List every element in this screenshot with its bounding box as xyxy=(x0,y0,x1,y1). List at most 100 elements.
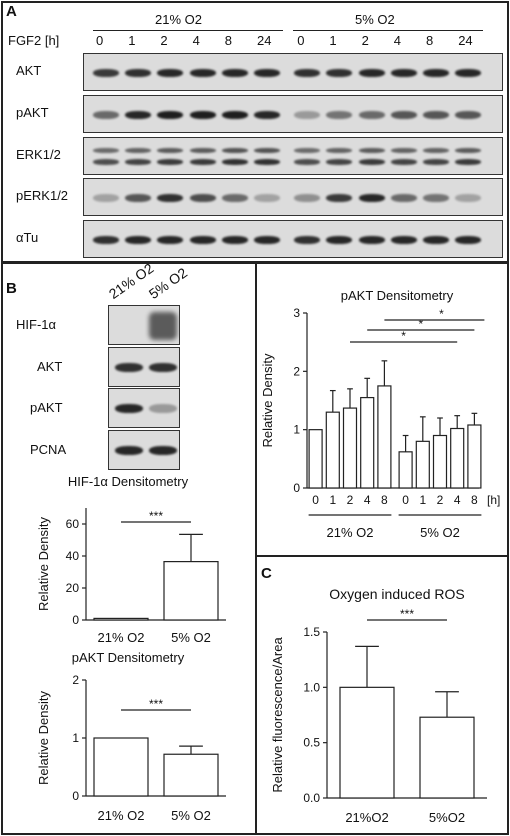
band xyxy=(149,404,177,413)
category-label: 5% O2 xyxy=(171,808,211,823)
significance-mark: * xyxy=(418,317,423,331)
band xyxy=(326,69,353,77)
category-label: 8 xyxy=(471,493,478,507)
significance-mark: * xyxy=(401,329,406,343)
band xyxy=(189,69,216,77)
timepoint-label: 4 xyxy=(393,33,402,48)
category-label: 5% O2 xyxy=(171,630,211,645)
band xyxy=(294,69,321,77)
band xyxy=(115,404,143,413)
panel-c-letter: C xyxy=(261,565,272,582)
band xyxy=(294,111,321,119)
timepoint-label: 0 xyxy=(96,33,104,48)
y-tick-label: 0 xyxy=(72,789,79,803)
band-upper xyxy=(93,148,119,153)
category-label: 4 xyxy=(364,493,371,507)
band xyxy=(221,69,248,77)
blot-row-label: PCNA xyxy=(30,442,67,457)
blot-strip xyxy=(108,430,180,470)
band xyxy=(390,69,417,77)
band xyxy=(93,236,119,244)
band-upper xyxy=(390,148,417,153)
blot-row-label: pAKT xyxy=(30,400,63,415)
band-lower xyxy=(254,159,280,165)
band xyxy=(115,446,143,455)
band xyxy=(93,194,119,202)
category-label: 5%O2 xyxy=(429,810,465,825)
band xyxy=(93,111,119,119)
panel-a-group-label-5: 5% O2 xyxy=(355,12,395,27)
band xyxy=(189,111,216,119)
panel-b-letter: B xyxy=(6,280,17,297)
timepoint-label: 8 xyxy=(426,33,434,48)
pakt-densitometry-chart-b: pAKT Densitometry 0 1 2 Relative Density 21% … xyxy=(36,650,226,823)
y-tick-label: 20 xyxy=(66,581,80,595)
category-label: 2 xyxy=(437,493,444,507)
y-axis-label: Relative fluorescence/Area xyxy=(270,637,285,793)
blot-row-label: pERK1/2 xyxy=(16,188,69,203)
panel-a-letter: A xyxy=(6,3,17,20)
band xyxy=(125,236,152,244)
bar xyxy=(377,385,392,489)
band xyxy=(149,446,177,455)
band xyxy=(455,111,482,119)
y-tick-label: 0.5 xyxy=(303,736,320,750)
category-label: 1 xyxy=(419,493,426,507)
hif-densitometry-chart: HIF-1α Densitometry 0 20 40 60 Relative Densi… xyxy=(36,474,226,645)
y-tick-label: 0 xyxy=(72,613,79,627)
band xyxy=(326,236,353,244)
y-tick-label: 40 xyxy=(66,549,80,563)
bar xyxy=(419,716,475,799)
blot-strip xyxy=(108,305,180,345)
y-tick-label: 2 xyxy=(293,364,300,378)
band-lower xyxy=(294,159,321,165)
panel-c-frame xyxy=(255,555,509,835)
chart-title: HIF-1α Densitometry xyxy=(68,474,189,489)
blot-row-label: pAKT xyxy=(16,105,49,120)
timepoint-label: 2 xyxy=(160,33,168,48)
bar xyxy=(415,440,430,489)
significance-mark: *** xyxy=(149,697,163,711)
blot-strip xyxy=(83,178,503,216)
band xyxy=(125,69,152,77)
y-tick-label: 0 xyxy=(293,481,300,495)
y-tick-label: 60 xyxy=(66,517,80,531)
bar xyxy=(308,429,323,489)
panel-a-group-label-21: 21% O2 xyxy=(155,12,202,27)
significance-mark: *** xyxy=(149,509,163,523)
band xyxy=(254,111,280,119)
y-label-group: Relative fluorescence/Area xyxy=(270,637,285,793)
band-smear xyxy=(149,312,177,340)
band xyxy=(294,194,321,202)
bar xyxy=(93,737,149,797)
category-label: 8 xyxy=(381,493,388,507)
bar xyxy=(163,753,219,797)
band xyxy=(423,236,449,244)
blot-row-label: AKT xyxy=(37,359,63,374)
bar xyxy=(163,560,219,621)
fgf2-label: FGF2 [h] xyxy=(8,33,60,48)
blot-strip xyxy=(83,137,503,175)
panel-a-group-line-5 xyxy=(293,30,483,31)
band xyxy=(125,194,152,202)
band-upper xyxy=(125,148,152,153)
group-label: 5% O2 xyxy=(420,525,460,540)
y-axis-label: Relative Density xyxy=(260,353,275,447)
y-tick-label: 2 xyxy=(72,673,79,687)
y-label-group: Relative Density xyxy=(36,691,51,785)
timepoint-label: 24 xyxy=(458,33,473,48)
band-upper xyxy=(221,148,248,153)
band xyxy=(358,194,385,202)
blot-row-label: AKT xyxy=(16,63,42,78)
blot-row-label: ERK1/2 xyxy=(16,147,61,162)
group-21-text: 21% O2 xyxy=(155,12,202,27)
band xyxy=(455,236,482,244)
band xyxy=(423,69,449,77)
significance-mark: * xyxy=(439,307,444,321)
chart-title: pAKT Densitometry xyxy=(72,650,185,665)
band xyxy=(455,194,482,202)
category-label: 0 xyxy=(312,493,319,507)
group-label: 21% O2 xyxy=(327,525,374,540)
y-axis-label: Relative Density xyxy=(36,517,51,611)
